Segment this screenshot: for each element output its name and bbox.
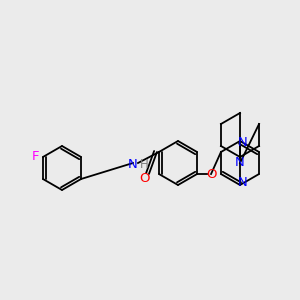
Text: O: O xyxy=(140,172,150,184)
Text: O: O xyxy=(206,167,216,181)
Text: H: H xyxy=(140,158,149,172)
Text: F: F xyxy=(32,151,39,164)
Text: N: N xyxy=(238,136,248,149)
Text: N: N xyxy=(128,158,138,172)
Text: N: N xyxy=(235,157,245,169)
Text: N: N xyxy=(238,176,248,190)
